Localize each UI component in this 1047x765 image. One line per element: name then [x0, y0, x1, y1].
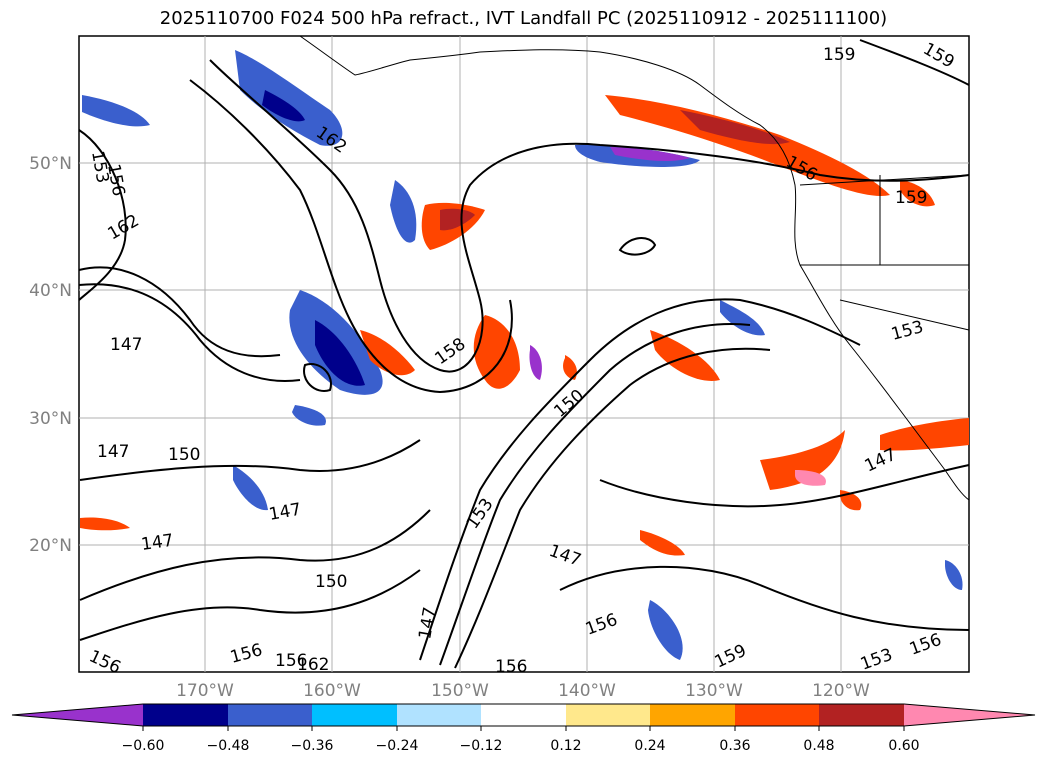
- contour-label: 162: [297, 655, 329, 675]
- lon-label: 130°W: [685, 681, 743, 701]
- alaska-coastline: [299, 35, 970, 501]
- contour-label: 156: [275, 651, 307, 671]
- colorbar-bin: [143, 704, 228, 726]
- contour-label: 147: [97, 442, 129, 462]
- colorbar-bin: [312, 704, 397, 726]
- colorbar-bin: [735, 704, 819, 726]
- lat-label: 30°N: [29, 409, 72, 429]
- red-region-northeast: [605, 95, 890, 196]
- colorbar-tick-label: 0.12: [550, 738, 581, 754]
- colorbar-tick-label: 0.60: [888, 738, 919, 754]
- colorbar-tick-label: −0.12: [460, 738, 503, 754]
- contour-label: 150: [315, 572, 347, 592]
- colorbar-tick-label: 0.48: [803, 738, 834, 754]
- longitude-labels: 170°W 160°W 150°W 140°W 130°W 120°W: [176, 681, 870, 701]
- lat-label: 40°N: [29, 281, 72, 301]
- colorbar-tick-label: −0.36: [291, 738, 334, 754]
- contour-label: 159: [823, 45, 855, 65]
- colorbar-bin: [650, 704, 735, 726]
- contour-label: 147: [140, 531, 175, 555]
- shaded-regions: [80, 50, 969, 660]
- colorbar-bin: [228, 704, 312, 726]
- lon-label: 170°W: [176, 681, 234, 701]
- colorbar-bin: [397, 704, 481, 726]
- latitude-labels: 50°N 40°N 30°N 20°N: [29, 154, 72, 556]
- contour-labels: 159 159 162 156 159 153 156 162 147 147 …: [86, 39, 958, 678]
- colorbar-min-arrow: [12, 704, 143, 726]
- colorbar-tick-label: −0.24: [376, 738, 419, 754]
- colorbar-tick-label: −0.48: [207, 738, 250, 754]
- blue-region-northwest: [235, 50, 343, 146]
- lon-label: 120°W: [812, 681, 870, 701]
- contour-label: 156: [495, 657, 527, 677]
- colorbar-bin: [819, 704, 904, 726]
- lon-label: 160°W: [303, 681, 361, 701]
- contour-label: 159: [895, 188, 927, 208]
- contour-label: 150: [168, 445, 200, 465]
- height-contours: [78, 39, 970, 669]
- lat-label: 50°N: [29, 154, 72, 174]
- colorbar-tick-label: −0.60: [122, 738, 165, 754]
- colorbar-tick-label: 0.36: [719, 738, 750, 754]
- map-frame: [78, 35, 970, 673]
- map-title: 2025110700 F024 500 hPa refract., IVT La…: [159, 8, 888, 29]
- contour-label: 147: [110, 335, 142, 355]
- colorbar-tick-label: 0.24: [634, 738, 665, 754]
- colorbar-max-arrow: [904, 704, 1035, 726]
- lat-label: 20°N: [29, 536, 72, 556]
- colorbar: −0.60 −0.48 −0.36 −0.24 −0.12 0.12 0.24 …: [11, 703, 1036, 754]
- colorbar-bin: [566, 704, 650, 726]
- colorbar-bin: [481, 704, 566, 726]
- lon-label: 140°W: [558, 681, 616, 701]
- lon-label: 150°W: [431, 681, 489, 701]
